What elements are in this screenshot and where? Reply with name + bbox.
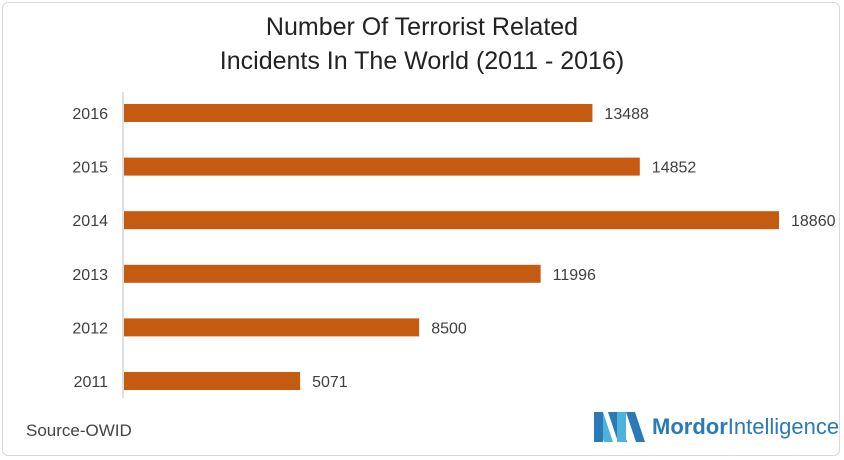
data-label: 8500 xyxy=(431,320,467,337)
brand-name-regular: Intelligence xyxy=(727,414,840,439)
chart-title: Number Of Terrorist Related Incidents In… xyxy=(0,10,844,78)
data-label: 13488 xyxy=(604,106,649,123)
data-label: 5071 xyxy=(312,374,348,391)
category-label: 2011 xyxy=(74,374,109,391)
bar xyxy=(124,211,779,230)
chart-title-line-2: Incidents In The World (2011 - 2016) xyxy=(219,47,625,75)
mordor-intelligence-logo-text: MordorIntelligence xyxy=(652,414,839,440)
data-label: 18860 xyxy=(791,213,836,230)
category-label: 2016 xyxy=(72,106,108,123)
chart-title-line-1: Number Of Terrorist Related xyxy=(265,13,579,41)
bar xyxy=(124,264,541,283)
category-label: 2015 xyxy=(72,160,108,177)
brand-name-bold: Mordor xyxy=(652,414,728,439)
category-label: 2012 xyxy=(72,320,108,337)
source-note: Source-OWID xyxy=(26,421,132,440)
mordor-intelligence-logo-icon xyxy=(594,412,645,442)
data-label: 11996 xyxy=(553,267,596,284)
bar xyxy=(124,157,640,176)
bar xyxy=(124,318,420,337)
data-label: 14852 xyxy=(652,160,697,177)
category-label: 2014 xyxy=(72,213,108,230)
bar xyxy=(124,372,301,390)
mordor-intelligence-logo: MordorIntelligence xyxy=(594,410,839,444)
category-label: 2013 xyxy=(72,267,108,284)
bar xyxy=(124,104,593,122)
